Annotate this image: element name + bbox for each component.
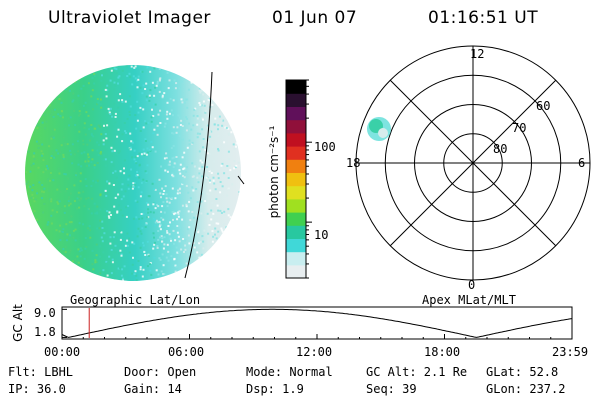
altitude-ytick-9: 9.0 <box>34 306 56 320</box>
colorbar-segment <box>286 212 306 226</box>
terminator-line <box>184 71 213 279</box>
mlt-label-18: 18 <box>346 156 361 170</box>
altitude-xtick-0000: 00:00 <box>44 345 81 359</box>
altitude-ytick-1.8: 1.8 <box>34 325 56 339</box>
mlat-label-60: 60 <box>536 99 551 113</box>
colorbar-frame <box>285 79 307 279</box>
colorbar-segment <box>286 198 306 213</box>
apex-label: Apex MLat/MLT <box>422 293 516 307</box>
colorbar-segment <box>286 251 306 266</box>
mlt-line-diag-2 <box>389 79 557 247</box>
altitude-ylabel: GC Alt <box>11 304 25 342</box>
info-dsp: Dsp: 1.9 <box>246 382 304 396</box>
info-gain: Gain: 14 <box>124 382 182 396</box>
colorbar-tick-10: 10 <box>314 228 329 242</box>
altitude-xtick-0600: 06:00 <box>168 345 205 359</box>
geographic-label: Geographic Lat/Lon <box>70 293 201 307</box>
info-gcalt: GC Alt: 2.1 Re <box>366 365 468 379</box>
colorbar-segment <box>286 93 306 107</box>
colorbar-segment <box>286 264 306 279</box>
altitude-xtick-1800: 18:00 <box>424 345 461 359</box>
colorbar-segment <box>286 119 306 134</box>
info-glon: GLon: 237.2 <box>486 382 566 396</box>
terminator-tick <box>237 175 245 185</box>
mlt-label-12: 12 <box>470 47 485 61</box>
altitude-xtick-2359: 23:59 <box>552 345 589 359</box>
time-label: 01:16:51 UT <box>428 8 539 28</box>
mlat-label-80: 80 <box>493 142 508 156</box>
colorbar-segment <box>286 132 306 147</box>
colorbar <box>285 79 307 279</box>
colorbar-segment <box>286 159 306 173</box>
info-door: Door: Open <box>124 365 197 379</box>
altitude-xtick-1200: 12:00 <box>296 345 333 359</box>
mlt-label-0: 0 <box>468 278 476 292</box>
altitude-ticks <box>61 308 573 339</box>
colorbar-segment <box>286 172 306 187</box>
info-glat: GLat: 52.8 <box>486 365 559 379</box>
colorbar-segment <box>286 185 306 200</box>
colorbar-segment <box>286 80 306 94</box>
colorbar-ticks <box>306 79 312 279</box>
instrument-title: Ultraviolet Imager <box>48 8 211 28</box>
info-flt: Flt: LBHL <box>8 365 74 379</box>
date-label: 01 Jun 07 <box>272 8 358 28</box>
altitude-curve <box>61 308 573 338</box>
info-seq: Seq: 39 <box>366 382 417 396</box>
mlt-label-6: 6 <box>578 156 586 170</box>
colorbar-segment <box>286 146 306 160</box>
mlat-label-70: 70 <box>512 121 527 135</box>
colorbar-segment <box>286 225 306 239</box>
colorbar-tick-100: 100 <box>314 140 336 154</box>
polar-image-patch <box>367 117 391 141</box>
colorbar-segment <box>286 238 306 253</box>
polar-grid <box>355 45 591 281</box>
info-ip: IP: 36.0 <box>8 382 66 396</box>
colorbar-segment <box>286 106 306 121</box>
info-mode: Mode: Normal <box>246 365 333 379</box>
